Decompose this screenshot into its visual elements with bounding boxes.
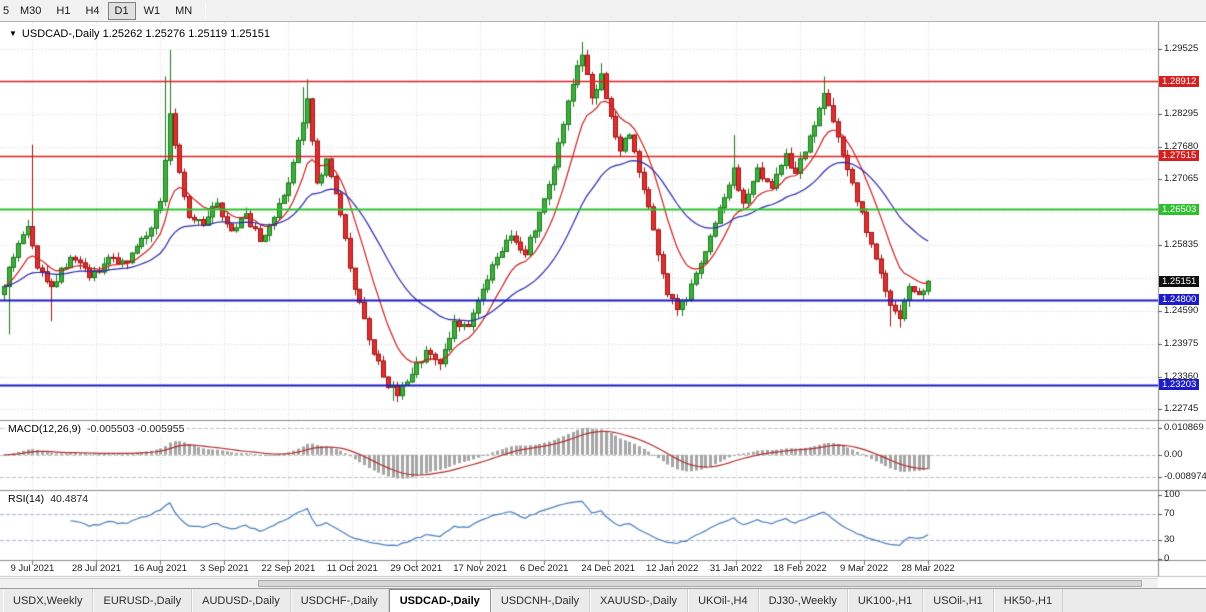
toolbar-separator [205, 2, 207, 19]
price-level-chip: 1.26503 [1159, 203, 1200, 215]
timeframe-button-mn[interactable]: MN [175, 4, 193, 17]
chart-tab-ukoil[interactable]: UKOil-,H4 [688, 589, 759, 612]
timeframe-button-w1[interactable]: W1 [143, 4, 161, 17]
price-axis-tick: 1.24590 [1164, 305, 1199, 317]
chart-tab-audusd[interactable]: AUDUSD-,Daily [192, 589, 291, 612]
macd-axis-tick: -0.008974 [1164, 470, 1206, 482]
rsi-indicator-title: RSI(14) 40.4874 [5, 493, 92, 505]
rsi-axis-tick: 0 [1164, 553, 1170, 564]
chart-tab-usdcnh[interactable]: USDCNH-,Daily [491, 589, 591, 612]
timeframe-button-h4[interactable]: H4 [85, 4, 100, 17]
price-axis-tick: 1.27065 [1164, 173, 1199, 185]
chart-tabs-bar: USDX,Weekly EURUSD-,Daily AUDUSD-,Daily USD… [0, 588, 1206, 612]
chart-tab-usdcad[interactable]: USDCAD-,Daily [388, 589, 491, 612]
rsi-value: 40.4874 [50, 493, 89, 505]
date-axis-label: 28 Jul 2021 [71, 563, 121, 574]
chart-tab-usdx[interactable]: USDX,Weekly [3, 589, 94, 612]
chart-ohlc-text: USDCAD-,Daily 1.25262 1.25276 1.25119 1.… [21, 28, 270, 40]
chart-tab-dj30[interactable]: DJ30-,Weekly [759, 589, 848, 612]
chart-tab-uk100[interactable]: UK100-,H1 [848, 589, 924, 612]
price-axis-tick: 1.29525 [1164, 42, 1199, 54]
rsi-axis-tick: 70 [1164, 508, 1175, 520]
chart-tab-xauusd[interactable]: XAUUSD-,Daily [590, 589, 689, 612]
date-axis-label: 12 Jan 2022 [645, 563, 699, 574]
date-axis-label: 28 Mar 2022 [901, 563, 955, 574]
price-level-chip: 1.24800 [1159, 294, 1200, 306]
date-axis-label: 17 Nov 2021 [453, 563, 508, 574]
horizontal-scrollbar[interactable] [0, 578, 1158, 588]
chart-menu-collapse-icon[interactable]: ▼ [9, 29, 17, 38]
chart-tab-hk50[interactable]: HK50-,H1 [994, 589, 1064, 612]
timeframe-button-d1[interactable]: D1 [107, 1, 136, 20]
date-axis-label: 18 Feb 2022 [773, 563, 827, 574]
rsi-label: RSI(14) [8, 493, 45, 505]
date-axis-label: 24 Dec 2021 [581, 563, 636, 574]
price-axis-tick: 1.23975 [1164, 337, 1199, 349]
price-level-chip: 1.23203 [1159, 379, 1200, 391]
date-axis-label: 3 Sep 2021 [200, 563, 249, 574]
chart-window: ▼ USDCAD-,Daily 1.25262 1.25276 1.25119 … [0, 22, 1206, 588]
timeframe-toolbar: 5 M30 H1 H4 D1 W1 MN [0, 0, 1206, 22]
timeframe-button-5[interactable]: 5 [3, 4, 10, 17]
date-axis-label: 29 Oct 2021 [390, 563, 443, 574]
date-axis-label: 9 Jul 2021 [10, 563, 55, 574]
price-level-chip: 1.28912 [1159, 75, 1200, 87]
timeframe-button-h1[interactable]: H1 [56, 4, 71, 17]
date-axis-label: 22 Sep 2021 [261, 563, 316, 574]
timeframe-button-m30[interactable]: M30 [20, 4, 42, 17]
chart-tab-usoil[interactable]: USOil-,H1 [923, 589, 994, 612]
chart-symbol-header: ▼ USDCAD-,Daily 1.25262 1.25276 1.25119 … [6, 28, 273, 40]
price-axis-tick: 1.23360 [1164, 370, 1199, 382]
chart-tab-eurusd[interactable]: EURUSD-,Daily [93, 589, 193, 612]
date-axis-label: 16 Aug 2021 [133, 563, 188, 574]
macd-label: MACD(12,26,9) [8, 423, 81, 435]
price-axis-tick: 1.22745 [1164, 403, 1199, 415]
scrollbar-thumb[interactable] [258, 580, 1142, 587]
macd-axis-tick: 0.010869 [1164, 422, 1204, 433]
date-axis-label: 9 Mar 2022 [839, 563, 889, 574]
date-axis-label: 31 Jan 2022 [709, 563, 763, 574]
price-axis-tick: 1.25835 [1164, 238, 1199, 250]
rsi-axis-tick: 30 [1164, 533, 1175, 545]
macd-values: -0.005503 -0.005955 [86, 423, 185, 435]
price-axis-tick: 1.28295 [1164, 108, 1199, 120]
price-axis-tick: 1.27680 [1164, 140, 1199, 152]
chart-tab-usdchf[interactable]: USDCHF-,Daily [291, 589, 389, 612]
macd-axis-tick: 0.00 [1164, 448, 1183, 460]
macd-indicator-title: MACD(12,26,9) -0.005503 -0.005955 [5, 423, 188, 435]
price-chart-canvas[interactable] [0, 22, 1206, 588]
date-axis-label: 6 Dec 2021 [519, 563, 569, 574]
rsi-axis-tick: 100 [1164, 489, 1180, 500]
current-price-chip: 1.25151 [1159, 275, 1200, 287]
price-level-chip: 1.27515 [1159, 150, 1200, 161]
date-axis-label: 11 Oct 2021 [326, 563, 378, 574]
